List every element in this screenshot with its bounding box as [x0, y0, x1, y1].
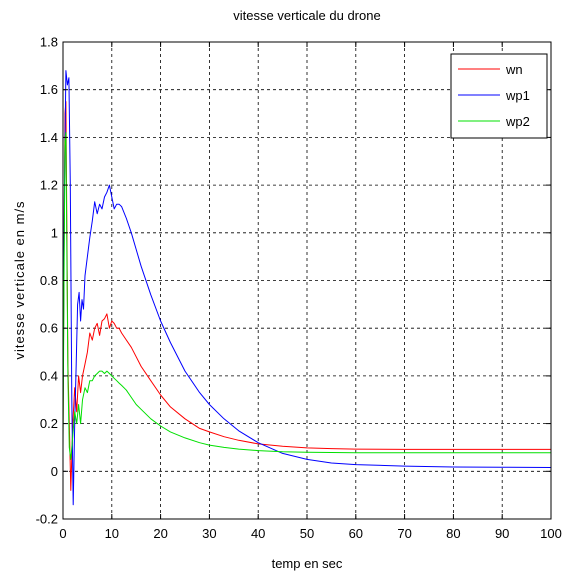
x-axis-label: temp en sec — [272, 556, 343, 571]
y-tick-label: 0.2 — [40, 416, 58, 431]
x-tick-label: 60 — [349, 526, 363, 541]
x-tick-label: 30 — [202, 526, 216, 541]
series-line-wp1 — [62, 70, 552, 506]
y-tick-label: 1 — [51, 225, 58, 240]
legend-box — [450, 53, 548, 139]
y-tick-label: 0.6 — [40, 321, 58, 336]
y-tick-label: 1.2 — [40, 178, 58, 193]
x-tick-label: 10 — [105, 526, 119, 541]
legend-label-wp2: wp2 — [505, 114, 530, 129]
legend-label-wp1: wp1 — [505, 88, 530, 103]
x-tick-labels: 0 10 20 30 40 50 60 70 80 90 100 — [59, 526, 561, 541]
x-tick-label: 20 — [153, 526, 167, 541]
y-tick-label: 1.6 — [40, 82, 58, 97]
y-tick-labels: -0.2 0 0.2 0.4 0.6 0.8 1 1.2 1.4 1.6 1.8 — [36, 35, 58, 527]
chart-title: vitesse verticale du drone — [233, 8, 380, 23]
y-axis-label: vitesse verticale en m/s — [12, 200, 27, 359]
x-tick-label: 50 — [300, 526, 314, 541]
x-tick-label: 80 — [446, 526, 460, 541]
y-tick-label: 0.8 — [40, 273, 58, 288]
y-tick-label: 0.4 — [40, 368, 58, 383]
x-tick-label: 0 — [59, 526, 66, 541]
legend-label-wn: wn — [505, 62, 523, 77]
axis-ticks — [62, 41, 552, 520]
y-tick-label: 1.8 — [40, 35, 58, 50]
x-tick-label: 90 — [495, 526, 509, 541]
legend: wn wp1 wp2 — [450, 53, 548, 139]
series-line-wn — [62, 101, 551, 491]
series-layer — [62, 70, 552, 506]
x-tick-label: 70 — [397, 526, 411, 541]
x-tick-label: 40 — [251, 526, 265, 541]
y-tick-label: -0.2 — [36, 512, 58, 527]
y-tick-label: 0 — [51, 464, 58, 479]
series-line-wp2 — [62, 132, 551, 460]
x-tick-label: 100 — [540, 526, 562, 541]
y-tick-label: 1.4 — [40, 130, 58, 145]
